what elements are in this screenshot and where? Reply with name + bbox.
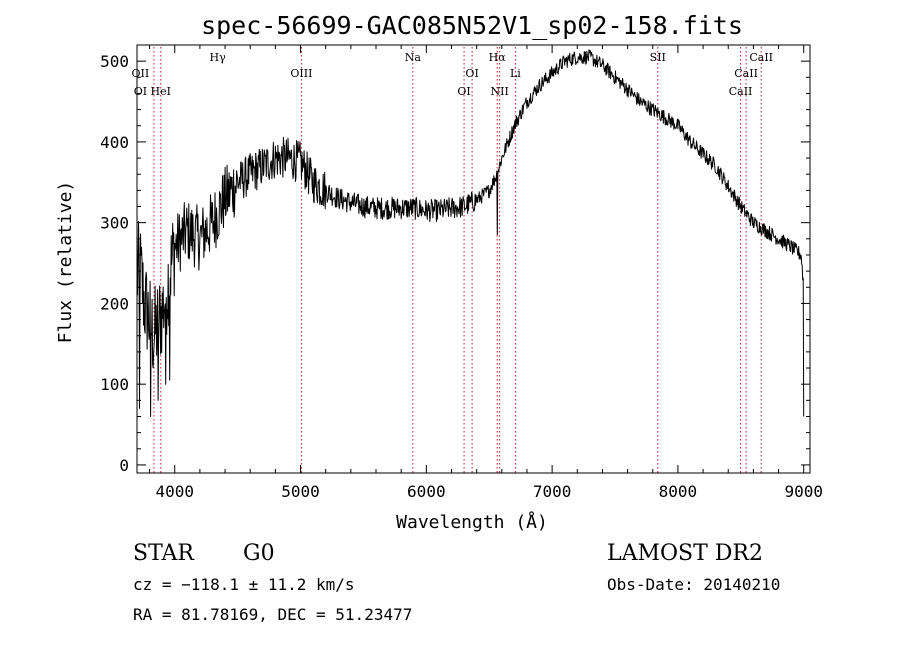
y-axis: 0 100 200 300 400 500 [100, 52, 810, 475]
line-marker-label: OI [457, 85, 470, 98]
line-marker-label: OIII [290, 67, 312, 80]
y-tick-label: 400 [100, 133, 129, 152]
x-tick-label: 7000 [533, 482, 572, 501]
spectrum-line [136, 49, 805, 417]
line-marker-label: SII [650, 51, 666, 64]
plot-frame [136, 44, 811, 474]
x-axis-label: Wavelength (Å) [396, 511, 548, 533]
line-marker-label: Hα [489, 51, 507, 64]
x-tick-label: 8000 [659, 482, 698, 501]
line-marker-label: CaII [729, 85, 753, 98]
survey-name: LAMOST DR2 [607, 541, 763, 566]
line-marker-label: OII [132, 67, 150, 80]
x-axis: 4000 5000 6000 7000 8000 9000 [149, 45, 823, 501]
y-tick-label: 200 [100, 294, 129, 313]
spectrum-series [136, 49, 805, 417]
y-tick-label: 100 [100, 375, 129, 394]
object-class: STAR [133, 541, 195, 566]
x-tick-label: 9000 [784, 482, 823, 501]
x-tick-label: 5000 [281, 482, 320, 501]
line-marker-label: NII [491, 85, 509, 98]
y-axis-label: Flux (relative) [55, 181, 76, 344]
y-tick-label: 300 [100, 214, 129, 233]
line-marker-label: CaII [734, 67, 758, 80]
y-tick-label: 500 [100, 52, 129, 71]
object-subclass: G0 [243, 541, 275, 566]
obs-date-readout: Obs-Date: 20140210 [607, 575, 780, 594]
line-marker-label: Hγ [210, 51, 227, 64]
line-marker-label: OI [465, 67, 478, 80]
line-marker-label: HeI [151, 85, 171, 98]
x-tick-label: 6000 [407, 482, 446, 501]
line-marker-label: Li [510, 67, 521, 80]
y-tick-label: 0 [119, 456, 129, 475]
coordinates-readout: RA = 81.78169, DEC = 51.23477 [133, 605, 412, 624]
x-tick-label: 4000 [155, 482, 194, 501]
chart-title: spec-56699-GAC085N52V1_sp02-158.fits [201, 11, 743, 40]
redshift-readout: cz = −118.1 ± 11.2 km/s [133, 575, 355, 594]
line-marker-label: Na [405, 51, 422, 64]
line-marker-label: OI [134, 85, 147, 98]
line-marker-label: CaII [749, 51, 773, 64]
